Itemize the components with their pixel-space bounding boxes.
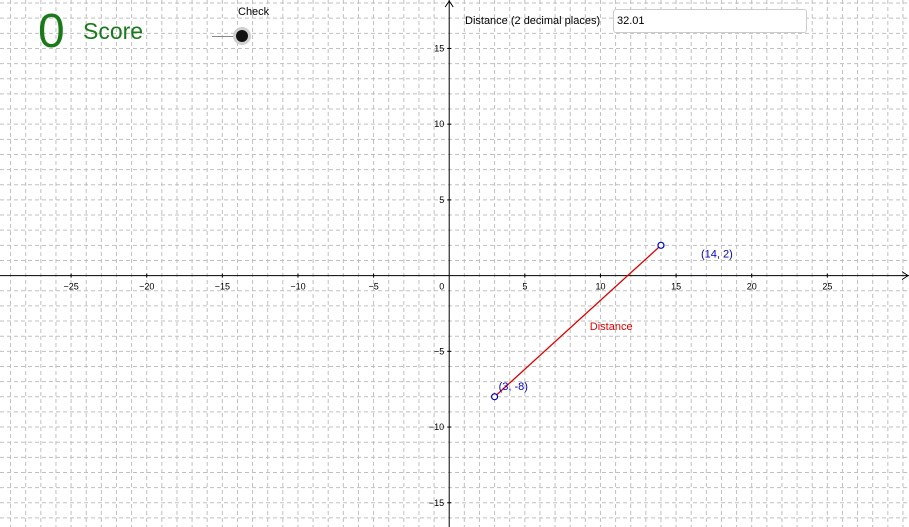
x-tick-label: 10 <box>595 282 605 292</box>
y-tick-label: 15 <box>434 43 444 53</box>
distance-input-label: Distance (2 decimal places) <box>465 15 601 27</box>
check-slider-knob[interactable] <box>233 27 251 45</box>
check-slider-track[interactable] <box>212 36 238 37</box>
x-tick-label: −25 <box>63 282 78 292</box>
x-tick-label: −15 <box>215 282 230 292</box>
segment-label: Distance <box>590 321 633 333</box>
point-1[interactable] <box>490 393 499 401</box>
x-tick-label: −10 <box>290 282 305 292</box>
x-tick-label: 5 <box>522 282 527 292</box>
x-tick-label: −5 <box>368 282 378 292</box>
score-value: 0 <box>38 5 65 58</box>
x-axis-arrow <box>901 271 909 281</box>
point-2[interactable] <box>657 241 665 249</box>
y-tick-label: −10 <box>429 422 444 432</box>
check-label: Check <box>238 6 270 18</box>
x-tick-label: −20 <box>139 282 154 292</box>
y-axis-arrow <box>444 0 454 8</box>
y-tick-label: −15 <box>429 498 444 508</box>
distance-input[interactable] <box>613 9 807 33</box>
point-label: (14, 2) <box>701 248 733 260</box>
origin-label: 0 <box>439 282 444 292</box>
score-label: Score <box>83 18 144 44</box>
y-tick-label: −5 <box>434 346 444 356</box>
point-label: (3, -8) <box>499 381 528 393</box>
x-tick-label: 25 <box>822 282 832 292</box>
y-tick-label: 5 <box>439 195 444 205</box>
distance-segment[interactable] <box>494 244 662 398</box>
x-tick-label: 20 <box>747 282 757 292</box>
x-tick-label: 15 <box>671 282 681 292</box>
y-tick-label: 10 <box>434 119 444 129</box>
